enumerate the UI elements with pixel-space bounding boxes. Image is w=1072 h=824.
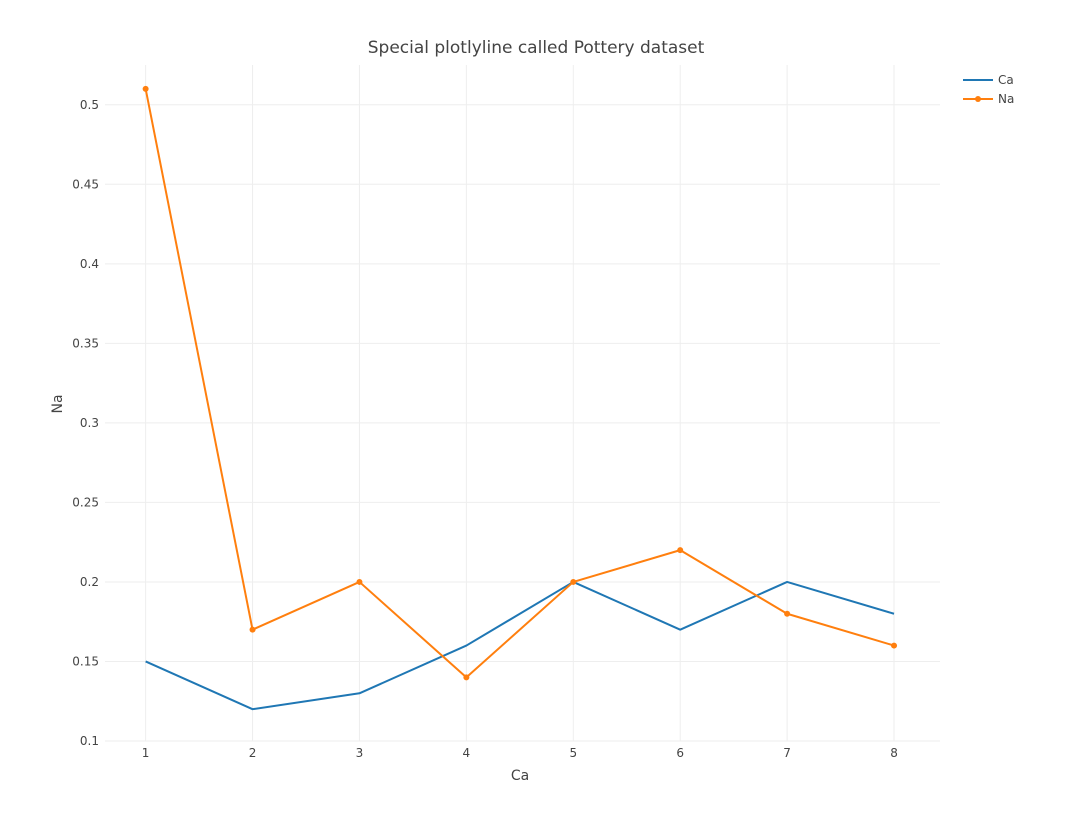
series-line-na[interactable] — [144, 88, 895, 679]
x-tick-label: 4 — [463, 746, 471, 760]
y-axis-title: Na — [50, 394, 66, 413]
legend-label: Na — [998, 92, 1014, 106]
x-axis-ticks: 1 2 3 4 5 6 7 8 — [142, 746, 898, 760]
x-tick-label: 8 — [890, 746, 898, 760]
x-tick-label: 7 — [783, 746, 791, 760]
legend[interactable]: Ca Na — [963, 73, 1014, 106]
x-tick-label: 5 — [569, 746, 577, 760]
data-point-na[interactable] — [891, 642, 898, 649]
legend-item-ca[interactable]: Ca — [963, 73, 1014, 87]
y-tick-label: 0.3 — [80, 416, 99, 430]
data-point-na[interactable] — [142, 85, 149, 92]
x-tick-label: 3 — [356, 746, 364, 760]
y-tick-label: 0.45 — [72, 177, 99, 191]
chart-title: Special plotlyline called Pottery datase… — [368, 38, 705, 58]
data-point-na[interactable] — [249, 626, 256, 633]
plot-series — [142, 85, 898, 711]
x-axis-title: Ca — [511, 768, 529, 784]
y-tick-label: 0.1 — [80, 734, 99, 748]
legend-marker — [975, 96, 981, 102]
legend-item-na[interactable]: Na — [963, 92, 1014, 106]
y-tick-label: 0.4 — [80, 257, 99, 271]
legend-label: Ca — [998, 73, 1014, 87]
y-tick-label: 0.15 — [72, 654, 99, 668]
x-tick-label: 6 — [676, 746, 684, 760]
data-point-na[interactable] — [356, 578, 363, 585]
x-tick-label: 2 — [249, 746, 257, 760]
y-tick-label: 0.35 — [72, 336, 99, 350]
y-tick-label: 0.2 — [80, 575, 99, 589]
y-tick-label: 0.25 — [72, 495, 99, 509]
data-point-na[interactable] — [677, 547, 684, 554]
data-point-na[interactable] — [463, 674, 470, 681]
series-line-ca[interactable] — [145, 580, 895, 711]
x-tick-label: 1 — [142, 746, 150, 760]
data-point-na[interactable] — [570, 578, 577, 585]
data-point-na[interactable] — [784, 610, 791, 617]
gridlines — [105, 65, 940, 742]
y-axis-ticks: 0.1 0.15 0.2 0.25 0.3 0.35 0.4 0.45 0.5 — [72, 98, 99, 748]
y-tick-label: 0.5 — [80, 98, 99, 112]
